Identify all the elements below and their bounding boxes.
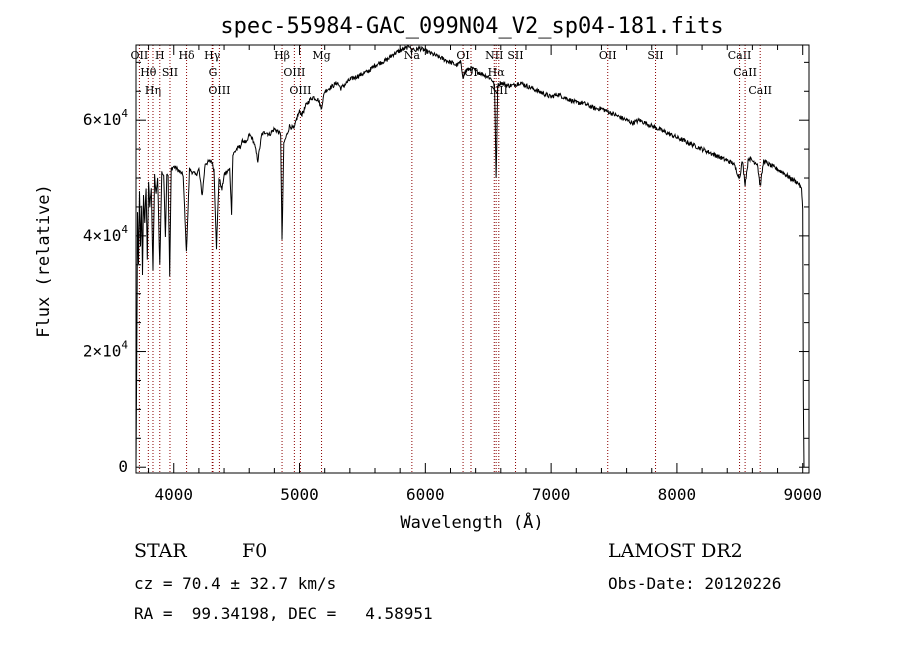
- observation-date: Obs-Date: 20120226: [608, 574, 782, 593]
- marker-label-5: Hδ: [178, 49, 195, 62]
- x-axis-label: Wavelength (Å): [400, 511, 543, 533]
- marker-label-12: Mg: [312, 49, 330, 62]
- x-tick-label: 4000: [154, 485, 193, 504]
- y-tick-label: 0: [118, 457, 128, 476]
- marker-label-20: OII: [599, 49, 617, 62]
- y-axis-label: Flux (relative): [34, 184, 54, 338]
- marker-label-17: Hα: [488, 66, 506, 79]
- marker-label-7: G: [209, 66, 218, 79]
- x-tick-label: 7000: [532, 485, 571, 504]
- marker-label-0: OII: [131, 49, 149, 62]
- y-tick-label: 2×104: [83, 339, 129, 361]
- marker-label-1: Hθ: [140, 66, 157, 79]
- survey-label: LAMOST DR2: [608, 540, 743, 562]
- marker-label-9: Hβ: [274, 49, 290, 62]
- ra-dec-coordinates: RA = 99.34198, DEC = 4.58951: [134, 604, 433, 623]
- marker-label-6: Hγ: [204, 49, 221, 62]
- y-tick-exponent: 4: [121, 107, 128, 120]
- y-tick-exponent: 4: [121, 339, 128, 352]
- marker-label-16: NII: [485, 49, 503, 62]
- marker-label-19: SII: [507, 49, 523, 62]
- y-tick-mantissa: 6×10: [83, 110, 122, 129]
- object-class: STAR: [134, 540, 187, 562]
- x-tick-label: 9000: [783, 485, 822, 504]
- marker-label-22: CaII: [728, 49, 752, 62]
- chart-title: spec-55984-GAC_099N04_V2_sp04-181.fits: [220, 14, 723, 39]
- object-subclass: F0: [242, 540, 268, 562]
- marker-label-2: Hη: [145, 84, 161, 97]
- x-tick-label: 5000: [280, 485, 319, 504]
- marker-label-10: OIII: [283, 66, 305, 79]
- y-tick-exponent: 4: [121, 223, 128, 236]
- y-tick-mantissa: 2×10: [83, 342, 122, 361]
- marker-label-21: SII: [647, 49, 663, 62]
- x-tick-label: 6000: [406, 485, 445, 504]
- redshift-velocity: cz = 70.4 ± 32.7 km/s: [134, 574, 337, 593]
- y-tick-label: 4×104: [83, 223, 129, 245]
- x-tick-label: 8000: [658, 485, 697, 504]
- y-tick-label: 6×104: [83, 107, 129, 129]
- marker-label-23: CaII: [733, 66, 757, 79]
- marker-label-14: OI: [456, 49, 469, 62]
- y-tick-mantissa: 0: [118, 457, 128, 476]
- marker-label-3: H: [155, 49, 165, 62]
- plot-frame: [135, 44, 810, 474]
- marker-label-24: CaII: [748, 84, 772, 97]
- marker-label-13: Na: [404, 49, 421, 62]
- flux-series-line: [135, 44, 805, 468]
- y-tick-mantissa: 4×10: [83, 226, 122, 245]
- marker-label-11: OIII: [289, 84, 311, 97]
- marker-label-4: SII: [162, 66, 178, 79]
- marker-label-8: OIII: [208, 84, 230, 97]
